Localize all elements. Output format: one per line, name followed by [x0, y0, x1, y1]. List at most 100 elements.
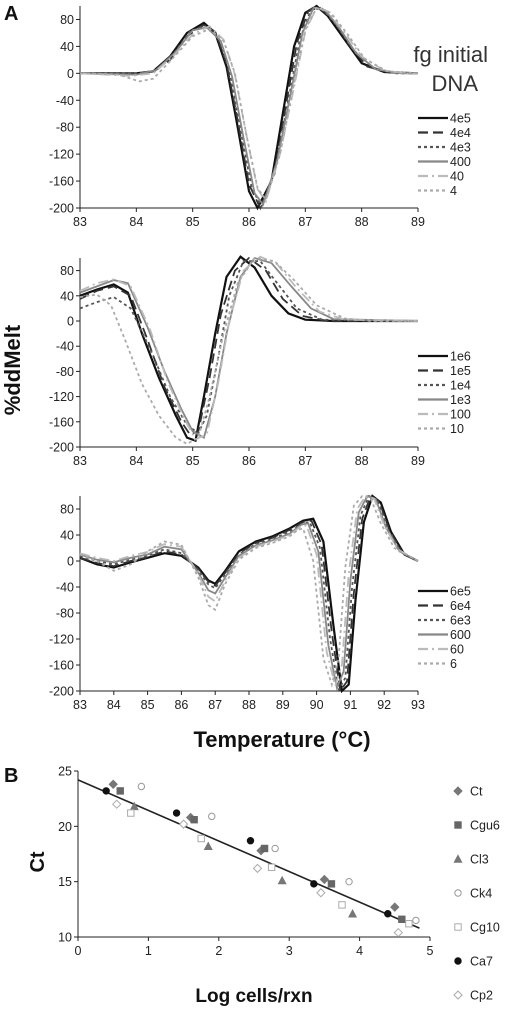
data-point-Cp2 [316, 888, 326, 898]
x-tick-label: 85 [186, 454, 200, 468]
y-tick-label: 80 [60, 503, 74, 517]
x-tick-label: 87 [208, 698, 222, 712]
x-tick-label: 86 [242, 215, 256, 229]
x-tick-label: 89 [276, 698, 290, 712]
data-point-Cl3 [348, 909, 358, 918]
y-tick-label: 25 [58, 765, 72, 779]
series-line-4e5 [80, 4, 419, 211]
legend-label-6e4: 6e4 [450, 599, 471, 613]
x-tick-label: 86 [242, 454, 256, 468]
y-tick-label: -40 [56, 94, 74, 108]
legend-label-1e6: 1e6 [450, 350, 471, 364]
legend-label-Cgu6: Cgu6 [470, 819, 500, 833]
legend-label-6e5: 6e5 [450, 585, 471, 599]
legend-marker-Cl3 [453, 854, 463, 863]
data-point-Ct [319, 874, 330, 885]
data-point-Cg10 [127, 809, 135, 817]
x-tick-label: 88 [355, 454, 369, 468]
x-tick-label: 83 [73, 215, 87, 229]
y-tick-label: 10 [58, 931, 72, 945]
x-tick-label: 90 [310, 698, 324, 712]
chart-b: 25 20 15 100 1 2 3 4 5 Ct Cgu6 Cl3 Ck4 Cg10 Ca7 Cp2 [58, 765, 500, 1003]
legend-label-6e3: 6e3 [450, 614, 471, 628]
series-line-100 [79, 255, 419, 441]
legend-label-40: 40 [450, 170, 464, 184]
panel-b-letter: B [4, 765, 18, 787]
x-tick-label: 88 [355, 215, 369, 229]
y-tick-label: -160 [49, 175, 74, 189]
legend-label-4: 4 [450, 184, 457, 198]
y-tick-label: -160 [49, 659, 74, 673]
series-line-6e3 [79, 494, 419, 693]
legend-title-line2: DNA [432, 71, 479, 96]
y-tick-label: 80 [60, 13, 74, 27]
data-point-Ca7 [172, 809, 181, 817]
y-tick-label: -200 [49, 685, 74, 699]
legend-title-line1: fg initial [413, 42, 488, 67]
x-tick-label: 93 [411, 698, 425, 712]
y-tick-label: -200 [49, 441, 74, 455]
data-point-Cgu6 [116, 787, 124, 795]
panel-b-x-axis-label: Log cells/rxn [195, 986, 312, 1007]
series-line-4 [79, 6, 419, 202]
legend-marker-Ct [453, 786, 463, 796]
data-point-Cgu6 [260, 844, 269, 853]
x-tick-label: 85 [186, 215, 200, 229]
legend-label-400: 400 [450, 155, 471, 169]
series-line-40 [79, 6, 418, 204]
data-point-Ck4 [137, 782, 146, 791]
panel-a-letter: A [4, 3, 18, 25]
y-tick-label: -80 [56, 365, 74, 379]
series-line-1e6 [79, 255, 418, 443]
y-tick-label: -120 [49, 390, 74, 404]
y-tick-label: -40 [56, 340, 74, 354]
legend-label-Cp2: Cp2 [470, 989, 493, 1003]
data-point-Cgu6 [327, 880, 336, 888]
shared-y-axis-label: %ddMelt [0, 324, 25, 415]
y-tick-label: 40 [60, 40, 74, 54]
series-line-600 [79, 494, 419, 691]
data-point-Cg10 [405, 920, 413, 928]
series-line-10 [79, 257, 418, 445]
data-point-Ct [108, 779, 118, 789]
data-point-Ct [390, 902, 400, 912]
data-point-Cp2 [178, 819, 189, 829]
legend-marker-Ca7 [454, 957, 462, 965]
data-point-Ck4 [412, 916, 420, 925]
data-point-Cg10 [197, 834, 205, 843]
y-tick-label: -80 [56, 121, 74, 135]
x-tick-label: 87 [298, 454, 312, 468]
data-point-Cgu6 [190, 815, 198, 824]
y-tick-label: -40 [56, 581, 74, 595]
legend-marker-Cgu6 [454, 821, 462, 829]
x-tick-label: 86 [174, 698, 188, 712]
legend-label-1e5: 1e5 [450, 364, 471, 378]
legend-label-4e4: 4e4 [450, 126, 471, 140]
x-tick-label: 88 [242, 698, 256, 712]
y-tick-label: 15 [58, 875, 72, 889]
x-tick-label: 83 [73, 454, 87, 468]
x-tick-label: 89 [411, 454, 425, 468]
data-point-Ck4 [208, 812, 216, 821]
data-point-Cg10 [338, 901, 346, 909]
y-tick-label: 0 [67, 67, 74, 81]
x-tick-label: 83 [73, 698, 87, 712]
legend-label-600: 600 [450, 628, 471, 642]
legend-label-4e5: 4e5 [450, 112, 471, 126]
data-point-Cp2 [252, 863, 263, 874]
data-point-Cgu6 [398, 915, 406, 923]
regression-line [77, 779, 420, 929]
legend-label-1e4: 1e4 [450, 379, 471, 393]
shared-x-axis-label: Temperature (°C) [193, 727, 370, 752]
legend-marker-Cp2 [453, 990, 463, 1000]
series-line-60 [79, 494, 419, 690]
y-tick-label: 20 [58, 820, 72, 834]
series-line-1e3 [79, 256, 419, 439]
x-tick-label: 89 [411, 215, 425, 229]
y-tick-label: -200 [49, 202, 74, 216]
x-tick-label: 1 [145, 944, 152, 958]
y-tick-label: 0 [67, 315, 74, 329]
